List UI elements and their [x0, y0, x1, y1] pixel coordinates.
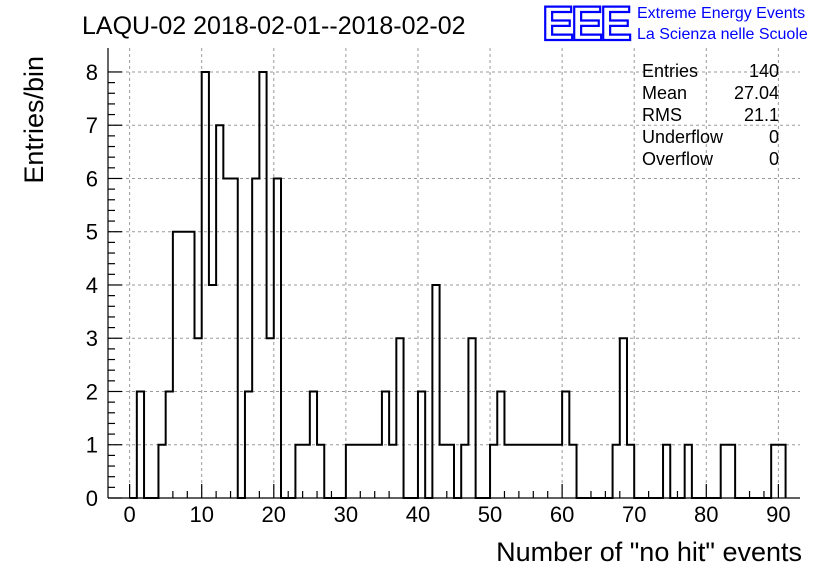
histogram-bin	[663, 445, 670, 498]
histogram-bin	[721, 445, 728, 498]
histogram-bin	[728, 445, 735, 498]
histogram-bin	[396, 338, 403, 498]
stats-label: RMS	[642, 105, 682, 125]
histogram-bin	[158, 445, 165, 498]
y-tick-label: 1	[86, 433, 98, 458]
histogram-bin	[548, 445, 555, 498]
stats-value: 140	[749, 61, 779, 81]
y-tick-label: 5	[86, 220, 98, 245]
x-tick-label: 30	[334, 502, 358, 527]
histogram-bin	[562, 391, 569, 498]
histogram-bin	[569, 445, 576, 498]
x-tick-label: 70	[622, 502, 646, 527]
y-tick-label: 8	[86, 60, 98, 85]
stats-value: 0	[769, 127, 779, 147]
histogram-bin	[180, 232, 187, 498]
eee-logo-mark: EEE	[542, 0, 631, 51]
stats-label: Entries	[642, 61, 698, 81]
stats-value: 0	[769, 149, 779, 169]
histogram-bin	[368, 445, 375, 498]
histogram-bin	[137, 391, 144, 498]
histogram-bin	[259, 72, 266, 498]
histogram-bin	[555, 445, 562, 498]
histogram-bin	[685, 445, 692, 498]
histogram-bin	[468, 338, 475, 498]
histogram-bin	[195, 338, 202, 498]
logo-line-2: La Scienza nelle Scuole	[637, 26, 808, 43]
histogram-bin	[541, 445, 548, 498]
chart-title: LAQU-02 2018-02-01--2018-02-02	[82, 12, 466, 40]
x-tick-label: 90	[766, 502, 790, 527]
x-tick-label: 20	[262, 502, 286, 527]
histogram-bin	[418, 391, 425, 498]
histogram-bin	[440, 445, 447, 498]
histogram-bin	[202, 72, 209, 498]
histogram-bin	[375, 445, 382, 498]
x-axis-title: Number of "no hit" events	[496, 537, 802, 567]
histogram-bin	[353, 445, 360, 498]
stats-label: Overflow	[642, 149, 714, 169]
x-tick-label: 50	[478, 502, 502, 527]
histogram-bin	[627, 445, 634, 498]
histogram-bin	[267, 338, 274, 498]
histogram-bin	[490, 445, 497, 498]
histogram-bin	[360, 445, 367, 498]
histogram-bin	[620, 338, 627, 498]
histogram-bin	[295, 445, 302, 498]
histogram-bin	[504, 445, 511, 498]
histogram-bin	[245, 391, 252, 498]
histogram-bin	[461, 445, 468, 498]
histogram-bin	[317, 445, 324, 498]
y-axis-title: Entries/bin	[19, 56, 49, 184]
stats-value: 21.1	[744, 105, 779, 125]
x-tick-label: 80	[694, 502, 718, 527]
tick-labels: 0 10 20 30 40 50 60 70 80 90 0 1 2 3 4 5 6 7 8	[86, 60, 791, 527]
x-tick-label: 60	[550, 502, 574, 527]
histogram-bin	[497, 391, 504, 498]
histogram-bin	[252, 178, 259, 498]
stats-label: Mean	[642, 83, 687, 103]
histogram-bin	[216, 125, 223, 498]
y-tick-label: 2	[86, 379, 98, 404]
histogram-bin	[187, 232, 194, 498]
histogram-bin	[209, 285, 216, 498]
stats-box: Entries 140 Mean 27.04 RMS 21.1 Underflow 0 Over…	[642, 61, 779, 169]
histogram-bin	[447, 445, 454, 498]
y-tick-label: 6	[86, 166, 98, 191]
histogram-bin	[512, 445, 519, 498]
histogram-bin	[432, 285, 439, 498]
logo-line-1: Extreme Energy Events	[637, 5, 805, 22]
histogram-bin	[303, 445, 310, 498]
y-tick-label: 0	[86, 486, 98, 511]
eee-logo: EEE Extreme Energy Events La Scienza nel…	[541, 0, 808, 52]
x-tick-label: 0	[124, 502, 136, 527]
x-tick-label: 40	[406, 502, 430, 527]
stats-value: 27.04	[734, 83, 779, 103]
histogram-bin	[310, 391, 317, 498]
histogram-bin	[389, 445, 396, 498]
histogram-bin	[166, 391, 173, 498]
histogram-bin	[533, 445, 540, 498]
histogram-bin	[613, 445, 620, 498]
histogram-bin	[274, 178, 281, 498]
axes	[107, 48, 800, 499]
x-tick-label: 10	[189, 502, 213, 527]
y-tick-label: 4	[86, 273, 98, 298]
histogram-bin	[231, 178, 238, 498]
y-tick-label: 7	[86, 113, 98, 138]
histogram-bin	[778, 445, 785, 498]
y-tick-label: 3	[86, 326, 98, 351]
histogram-outline	[129, 70, 787, 499]
histogram-bars	[129, 70, 787, 499]
stats-label: Underflow	[642, 127, 724, 147]
histogram-bin	[771, 445, 778, 498]
histogram-bin	[526, 445, 533, 498]
histogram-bin	[382, 391, 389, 498]
histogram-bin	[173, 232, 180, 498]
histogram-bin	[519, 445, 526, 498]
histogram-bin	[346, 445, 353, 498]
histogram-bin	[223, 178, 230, 498]
